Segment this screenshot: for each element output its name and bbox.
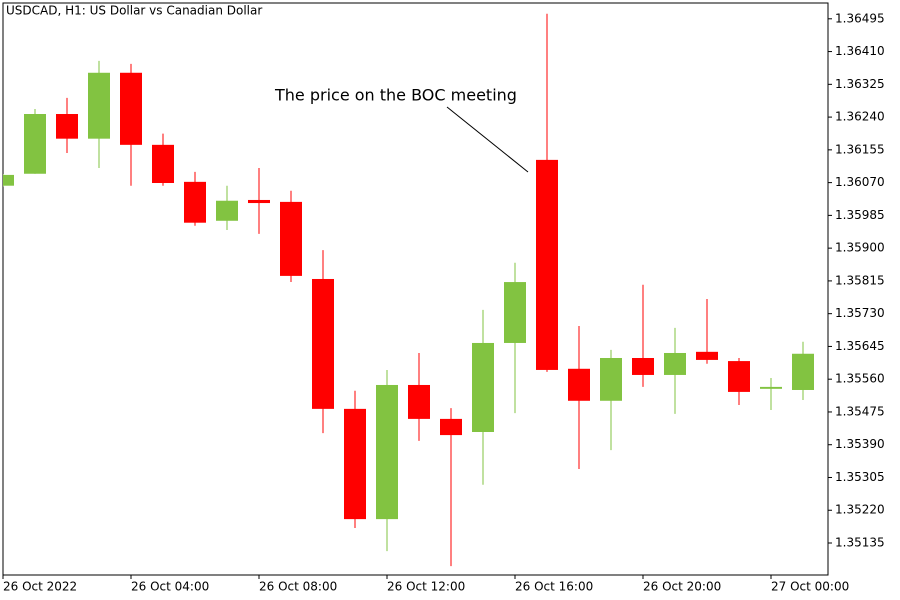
candle-body xyxy=(88,72,110,139)
candle-body xyxy=(344,408,366,520)
y-tick-label: 1.35900 xyxy=(835,241,885,255)
y-tick-label: 1.35390 xyxy=(835,437,885,451)
candle-body xyxy=(24,114,46,174)
x-tick-label: 26 Oct 16:00 xyxy=(515,580,593,594)
candle-body xyxy=(504,282,526,343)
y-tick-label: 1.36155 xyxy=(835,142,885,156)
x-tick-label: 26 Oct 2022 xyxy=(3,580,77,594)
candle-body xyxy=(280,201,302,276)
y-tick-label: 1.35135 xyxy=(835,536,885,550)
x-tick-label: 26 Oct 08:00 xyxy=(259,580,337,594)
y-tick-label: 1.36410 xyxy=(835,44,885,58)
y-tick-label: 1.36240 xyxy=(835,110,885,124)
y-tick-label: 1.36070 xyxy=(835,175,885,189)
candle-body xyxy=(568,368,590,401)
candle-body xyxy=(408,384,430,419)
candle-body xyxy=(632,357,654,375)
candle-body xyxy=(56,114,78,139)
chart-title: USDCAD, H1: US Dollar vs Canadian Dollar xyxy=(6,4,262,18)
annotation-pointer xyxy=(446,106,529,173)
x-tick-label: 26 Oct 04:00 xyxy=(131,580,209,594)
x-tick-label: 26 Oct 12:00 xyxy=(387,580,465,594)
candle-body xyxy=(472,342,494,432)
y-tick-label: 1.36325 xyxy=(835,77,885,91)
candle-body xyxy=(152,144,174,184)
y-tick-label: 1.35560 xyxy=(835,372,885,386)
x-tick-label: 26 Oct 20:00 xyxy=(643,580,721,594)
candle-body xyxy=(696,351,718,360)
candle-body xyxy=(120,72,142,145)
y-tick-label: 1.35730 xyxy=(835,306,885,320)
y-tick-label: 1.35815 xyxy=(835,273,885,287)
candle-body xyxy=(248,199,270,204)
y-tick-label: 1.35305 xyxy=(835,470,885,484)
candle-body xyxy=(440,418,462,436)
y-tick-label: 1.35985 xyxy=(835,208,885,222)
y-tick-label: 1.35645 xyxy=(835,339,885,353)
candle-body xyxy=(728,361,750,392)
candle-body xyxy=(376,384,398,520)
x-tick-label: 27 Oct 00:00 xyxy=(771,580,849,594)
y-tick-label: 1.36495 xyxy=(835,11,885,25)
candle-body xyxy=(760,386,782,389)
annotation: The price on the BOC meeting xyxy=(274,86,517,105)
candle-body xyxy=(184,181,206,223)
plot-area xyxy=(3,13,814,567)
candle-body xyxy=(216,200,238,221)
candle-body xyxy=(312,278,334,409)
candle-body xyxy=(3,174,14,186)
y-tick-label: 1.35220 xyxy=(835,503,885,517)
candle-body xyxy=(600,357,622,401)
candle-body xyxy=(792,353,814,390)
candle-body xyxy=(536,159,558,370)
candle-body xyxy=(664,352,686,375)
y-tick-label: 1.35475 xyxy=(835,404,885,418)
